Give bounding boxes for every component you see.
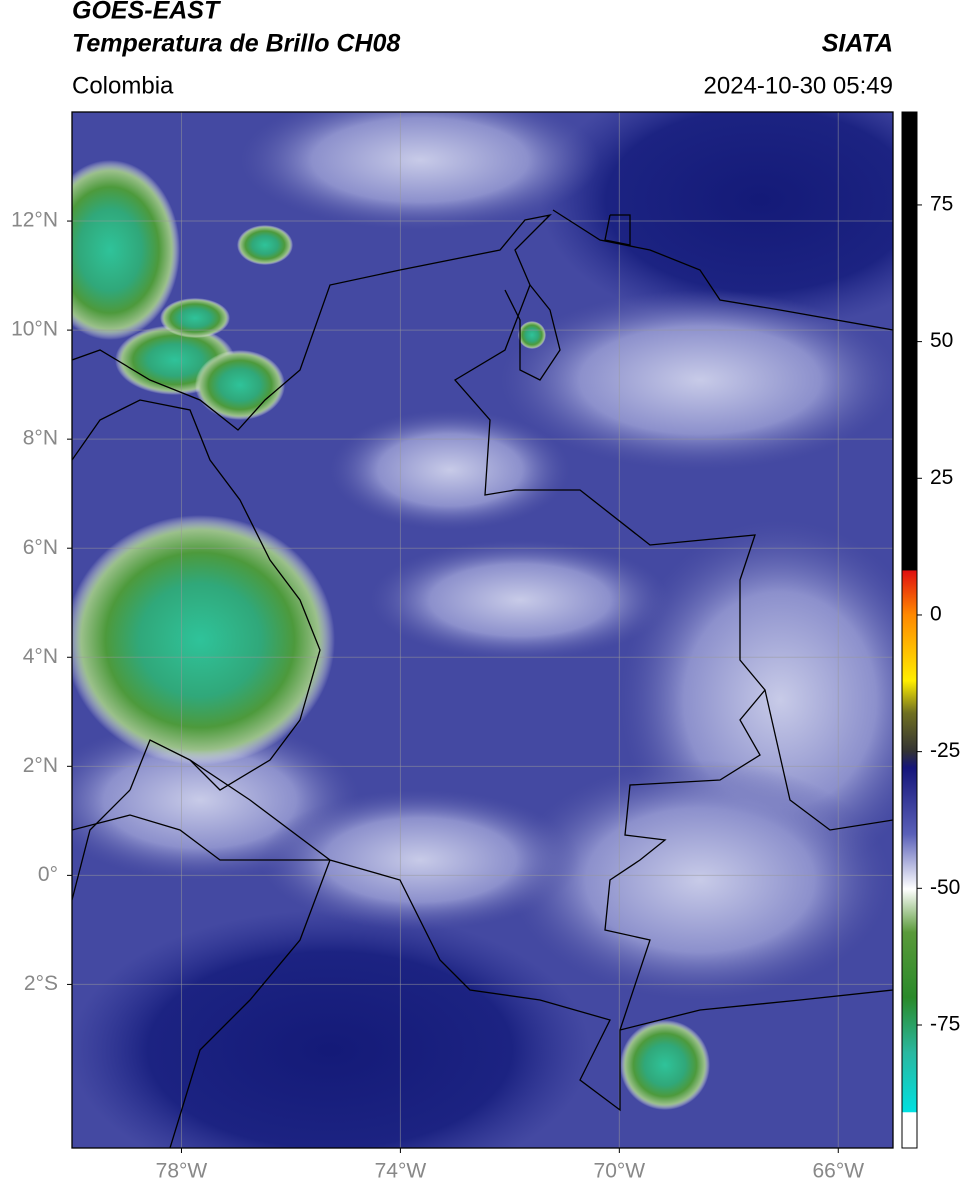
y-tick-label: 6°N <box>23 536 58 559</box>
y-tick-label: 8°N <box>23 427 58 450</box>
satellite-image <box>72 112 893 1148</box>
borders <box>72 209 893 1148</box>
x-tick-label: 74°W <box>375 1160 427 1183</box>
colorbar-tick-label: 75 <box>930 192 953 215</box>
colorbar-tick-label: 50 <box>930 329 953 352</box>
title: GOES-EAST <box>72 0 222 25</box>
colorbar-tick-label: 0 <box>930 603 942 626</box>
colorbar-tick-label: -50 <box>930 876 960 899</box>
y-tick-label: 2°S <box>24 972 58 995</box>
y-tick-label: 2°N <box>23 754 58 777</box>
subtitle: Temperatura de Brillo CH08 <box>72 30 400 58</box>
colorbar-tick-label: -75 <box>930 1013 960 1036</box>
colorbar-tick-label: 25 <box>930 466 953 489</box>
y-tick-label: 0° <box>38 863 58 886</box>
colorbar-tick-label: -25 <box>930 739 960 762</box>
region: Colombia <box>72 72 174 99</box>
y-tick-label: 10°N <box>11 318 58 341</box>
datetime: 2024-10-30 05:49 <box>704 72 894 99</box>
source: SIATA <box>822 30 893 58</box>
x-tick-label: 70°W <box>594 1160 646 1183</box>
x-tick-label: 66°W <box>812 1160 864 1183</box>
x-tick-label: 78°W <box>156 1160 208 1183</box>
y-tick-label: 4°N <box>23 645 58 668</box>
colorbar <box>901 111 918 1149</box>
y-tick-label: 12°N <box>11 209 58 232</box>
map-frame <box>71 111 894 1149</box>
